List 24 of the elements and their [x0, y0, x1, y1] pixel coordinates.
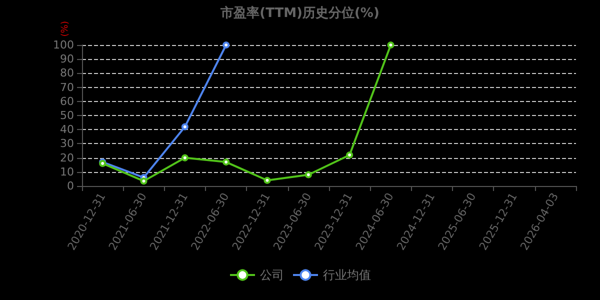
legend-label: 公司 — [260, 268, 284, 282]
y-tick-label: 90 — [60, 52, 74, 66]
y-tick-label: 30 — [60, 137, 74, 150]
point — [346, 151, 354, 158]
point — [222, 158, 230, 166]
point — [387, 42, 394, 48]
y-tick-label: 50 — [60, 109, 74, 122]
y-tick-label: 40 — [60, 123, 74, 136]
y-axis-title: (%) — [60, 21, 70, 37]
y-tick-label: 20 — [60, 151, 74, 164]
y-tick-label: 10 — [60, 165, 74, 178]
point — [264, 176, 271, 184]
point — [304, 171, 312, 178]
point — [222, 42, 230, 48]
chart-title: 市盈率(TTM)历史分位(%) — [220, 5, 380, 21]
y-tick-label: 80 — [60, 66, 74, 80]
y-tick-label: 100 — [53, 38, 74, 52]
y-tick-label: 70 — [60, 80, 74, 94]
point — [181, 154, 188, 162]
legend-label: 行业均值 — [323, 268, 371, 282]
point — [140, 178, 148, 185]
y-tick-label: 60 — [60, 94, 74, 108]
point — [181, 123, 188, 130]
y-tick-label: 0 — [67, 180, 74, 192]
